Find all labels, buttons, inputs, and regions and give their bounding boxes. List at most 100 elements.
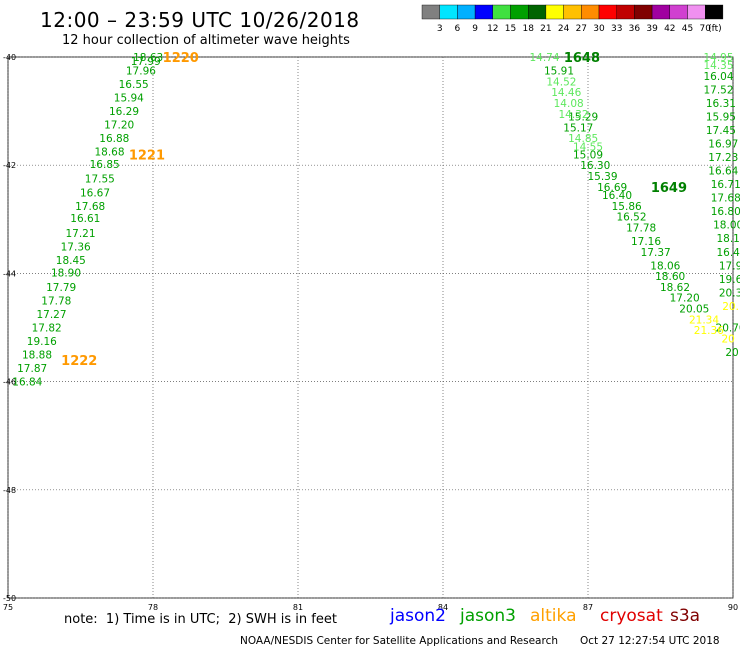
wave-height-point: 18.88	[22, 350, 52, 362]
wave-height-point: 18.63	[133, 52, 163, 64]
colorbar-label: 21	[540, 24, 551, 34]
colorbar-label: 45	[682, 24, 693, 34]
colorbar-label: 33	[611, 24, 622, 34]
colorbar-label: 70	[699, 24, 711, 34]
wave-height-point: 16.04	[703, 71, 733, 83]
wave-height-point: 16.85	[90, 159, 120, 171]
wave-height-point: 17.68	[75, 201, 105, 213]
footer-timestamp: Oct 27 12:27:54 UTC 2018	[580, 635, 720, 647]
wave-height-point: 18.60	[655, 271, 685, 283]
time-label: 1221	[129, 148, 165, 163]
colorbar-label: 9	[472, 24, 478, 34]
y-tick-label: -44	[3, 269, 16, 278]
wave-height-point: 17.55	[85, 174, 115, 186]
colorbar-label: 12	[487, 24, 498, 34]
wave-height-point: 15.94	[114, 93, 144, 105]
legend-s3a: s3a	[670, 606, 701, 626]
colorbar-unit: (ft)	[708, 24, 722, 34]
wave-height-point: 14.46	[551, 87, 581, 99]
wave-height-point: 20	[721, 333, 734, 345]
wave-height-point: 15.39	[587, 171, 617, 183]
wave-height-point: 17.45	[706, 125, 736, 137]
time-label: 1649	[651, 181, 687, 196]
wave-height-point: 15.91	[544, 66, 574, 78]
colorbar-label: 24	[558, 24, 570, 34]
wave-height-point: 16.40	[602, 190, 632, 202]
wave-height-point: 15.86	[612, 201, 642, 213]
wave-height-point: 19.16	[27, 336, 57, 348]
wave-height-point: 16.67	[80, 187, 110, 199]
page-title: 12:00 – 23:59 UTC 10/26/2018	[40, 8, 360, 32]
wave-height-point: 17.78	[626, 222, 656, 234]
time-label: 1648	[564, 51, 600, 66]
wave-height-point: 17.82	[32, 323, 62, 335]
colorbar-label: 15	[505, 24, 516, 34]
colorbar-label: 36	[629, 24, 641, 34]
wave-height-point: 16.84	[12, 377, 42, 389]
wave-height-point: 14.52	[546, 76, 576, 88]
y-tick-label: -48	[3, 486, 16, 495]
x-tick-label: 84	[438, 603, 448, 612]
x-tick-label: 87	[583, 603, 593, 612]
wave-height-point: 16.31	[706, 98, 736, 110]
wave-height-point: 14.32	[558, 109, 588, 121]
colorbar-label: 3	[437, 24, 443, 34]
wave-height-point: 18.62	[660, 282, 690, 294]
time-label: 1220	[163, 51, 199, 66]
wave-height-point: 17.99	[131, 56, 161, 68]
wave-height-point: 20.05	[679, 304, 709, 316]
wave-height-point: 15.17	[563, 122, 593, 134]
wave-height-point: 17.68	[711, 193, 740, 205]
colorbar-label: 42	[664, 24, 675, 34]
colorbar-label: 27	[576, 24, 587, 34]
legend-jason3: jason3	[460, 606, 516, 626]
wave-height-point: 20.3	[719, 287, 740, 299]
colorbar-label: 6	[455, 24, 461, 34]
x-tick-label: 81	[293, 603, 303, 612]
wave-height-point: 16.30	[580, 160, 610, 172]
wave-height-point: 16.4	[716, 247, 740, 259]
wave-height-point: 14.35	[703, 60, 733, 72]
colorbar-label: 39	[646, 24, 658, 34]
wave-height-point: 16.80	[711, 206, 740, 218]
wave-height-point: 16.55	[119, 79, 149, 91]
colorbar-swatch	[705, 4, 724, 20]
wave-height-point: 16.97	[708, 139, 738, 151]
x-tick-label: 78	[148, 603, 158, 612]
wave-height-point: 14.08	[554, 98, 584, 110]
wave-height-point: 14.55	[573, 141, 603, 153]
y-tick-label: -42	[3, 161, 16, 170]
wave-height-point: 17.20	[104, 120, 134, 132]
wave-height-point: 17.9	[719, 260, 740, 272]
wave-height-point: 17.78	[41, 295, 71, 307]
wave-height-point: 15.09	[573, 149, 603, 161]
wave-height-point: 17.27	[36, 309, 66, 321]
wave-height-point: 16.64	[708, 166, 738, 178]
x-tick-label: 75	[3, 603, 13, 612]
wave-height-point: 16.29	[109, 106, 139, 118]
wave-height-point: 16.88	[99, 133, 129, 145]
colorbar-label: 18	[522, 24, 534, 34]
wave-height-point: 18.06	[650, 260, 680, 272]
wave-height-point: 14.95	[703, 52, 733, 64]
wave-height-point: 21.36	[694, 325, 724, 337]
wave-height-point: 17.52	[703, 84, 733, 96]
legend-altika: altika	[530, 606, 577, 626]
legend-cryosat: cryosat	[600, 606, 663, 626]
wave-height-point: 15.95	[706, 112, 736, 124]
wave-height-point: 14.85	[568, 133, 598, 145]
y-tick-label: -46	[3, 378, 16, 387]
wave-height-point: 18.1	[716, 233, 739, 245]
legend-jason2: jason2	[390, 606, 446, 626]
wave-height-point: 20.	[722, 301, 739, 313]
time-label: 1222	[61, 354, 97, 369]
wave-height-point: 16.69	[597, 182, 627, 194]
wave-height-point: 20	[725, 347, 738, 359]
footer-credit: NOAA/NESDIS Center for Satellite Applica…	[240, 635, 558, 647]
y-tick-label: -40	[3, 53, 16, 62]
wave-height-point: 18.68	[94, 147, 124, 159]
wave-height-point: 17.20	[670, 293, 700, 305]
wave-height-point: 16.61	[70, 213, 100, 225]
wave-height-point: 18.45	[56, 255, 86, 267]
